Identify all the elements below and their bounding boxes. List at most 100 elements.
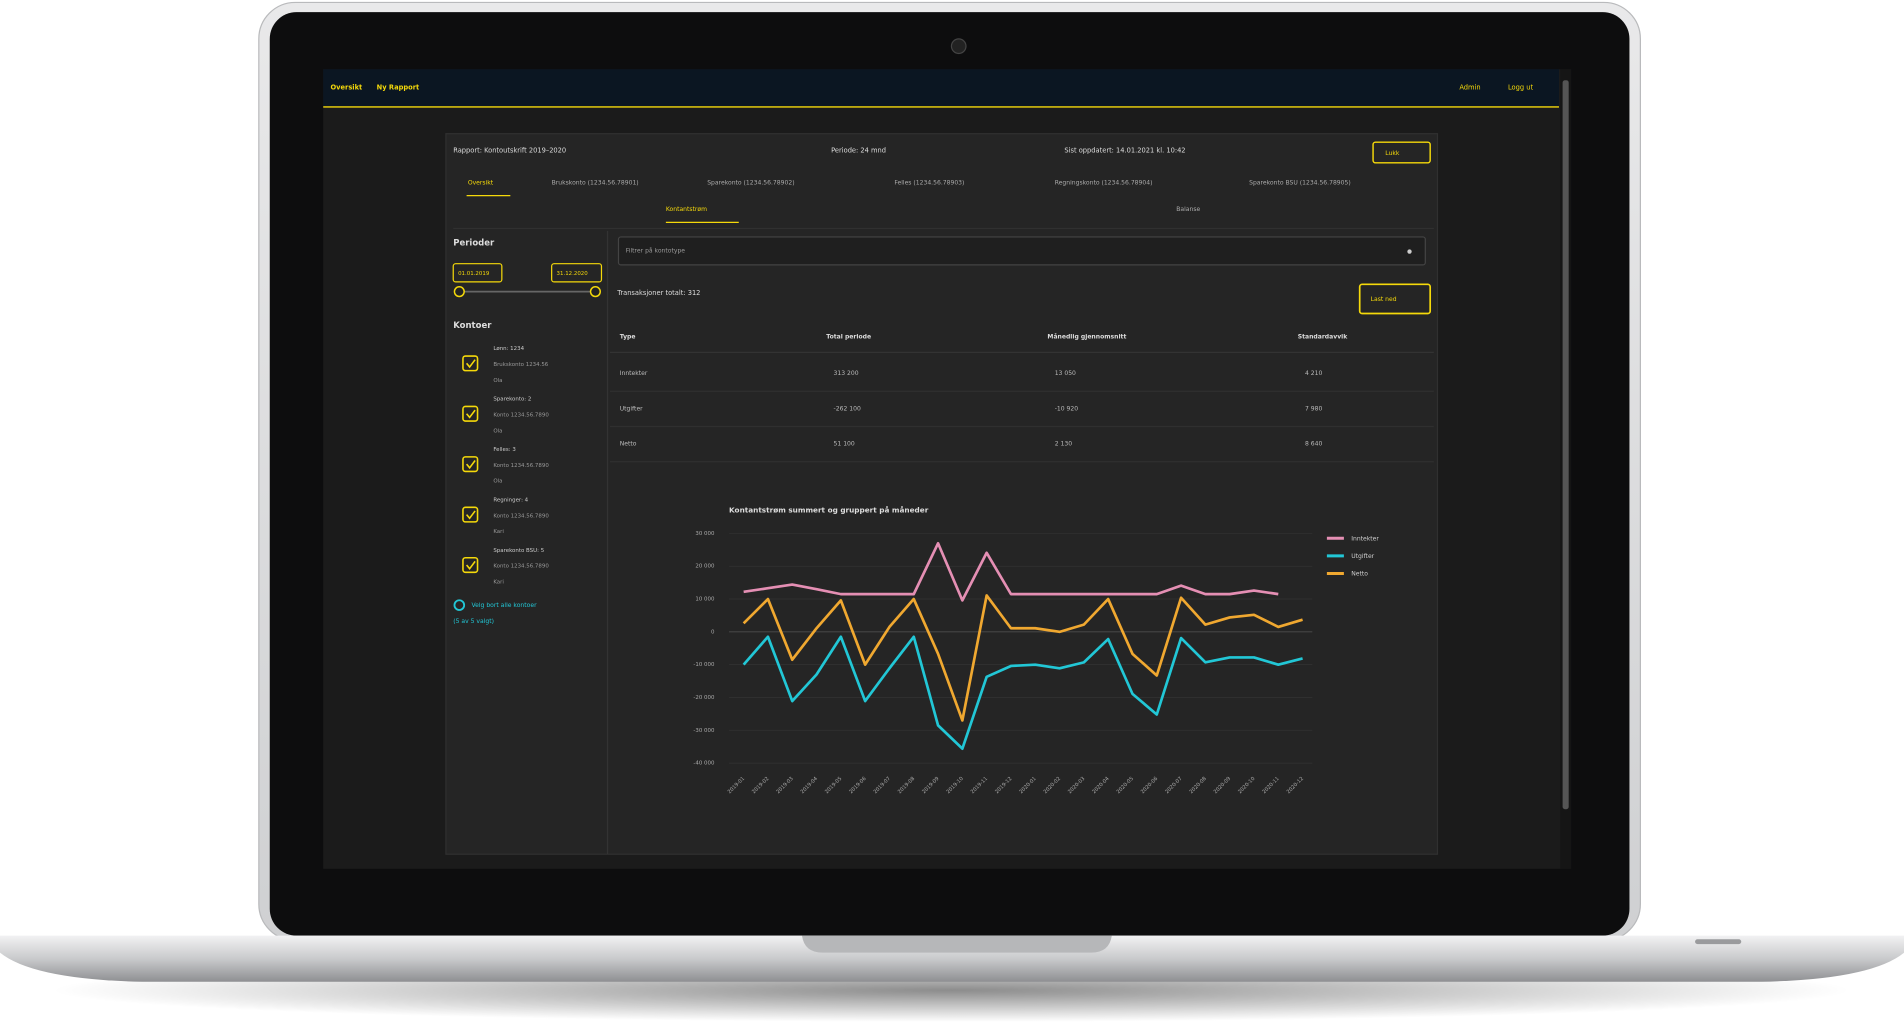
slider-handle[interactable] [589, 286, 601, 298]
table-header: Standardavvik [1298, 334, 1349, 341]
select-all[interactable]: (5 av 5 valgt) [453, 618, 494, 625]
checkbox[interactable] [462, 556, 479, 574]
line-series [743, 541, 1279, 602]
dashboard: Oversikt Ny Rapport Admin Logg ut Rapport: K… [323, 69, 1572, 869]
checkmark [465, 560, 476, 570]
account-label: Sparekonto BSU: 5 [493, 548, 544, 554]
account-label: Ola [493, 428, 502, 434]
report-name: Rapport: Kontoutskrift 2019–2020 [453, 147, 566, 155]
download-button[interactable] [1358, 283, 1432, 315]
y-tick-label: 10 000 [695, 597, 715, 603]
tab[interactable]: Oversikt [468, 179, 494, 186]
line-series [742, 635, 1303, 750]
tab[interactable]: Felles (1234.56.78903) [894, 179, 964, 186]
table-cell: -262 100 [834, 405, 861, 412]
account-label: Felles: 3 [493, 447, 516, 453]
close-button-label: Lukk [1385, 150, 1400, 157]
report-period: Periode: 24 mnd [831, 147, 886, 155]
y-tick-label: -30 000 [693, 728, 715, 734]
checkbox[interactable] [462, 405, 479, 422]
report-updated: Sist oppdatert: 14.01.2021 kl. 10:42 [1064, 147, 1185, 155]
y-tick-label: -40 000 [693, 761, 715, 767]
checkmark [465, 409, 476, 419]
notch [801, 935, 1112, 953]
select-all-icon[interactable] [453, 599, 466, 611]
checkbox[interactable] [462, 456, 479, 473]
table-header: Månedlig gjennomsnitt [1047, 332, 1126, 341]
nav-link[interactable]: Ny Rapport [377, 83, 420, 91]
tab[interactable]: Regningskonto (1234.56.78904) [1055, 179, 1153, 186]
nav-link[interactable]: Admin [1459, 83, 1480, 91]
y-tick-label: 20 000 [695, 564, 715, 570]
table-cell: Netto [620, 441, 637, 448]
account-label: Konto 1234.56.7890 [493, 463, 549, 469]
y-tick-label: -20 000 [693, 695, 715, 701]
indicator [1695, 939, 1742, 945]
date-from: 01.01.2019 [458, 271, 490, 277]
close-button[interactable] [1372, 141, 1431, 164]
y-tick-label: 0 [711, 629, 715, 635]
account-label: Konto 1234.56.7890 [493, 564, 549, 570]
laptop-base [0, 935, 1904, 982]
legend-label: Netto [1351, 571, 1368, 578]
account-label: Ola [493, 479, 502, 485]
y-tick-label: 30 000 [695, 531, 715, 537]
table-cell: 51 100 [834, 441, 855, 448]
date-chip [452, 263, 503, 283]
checkmark [465, 510, 476, 520]
nav-link[interactable]: Logg ut [1508, 83, 1534, 91]
table-cell: 13 050 [1055, 370, 1076, 377]
account-label: Regninger: 4 [493, 498, 528, 504]
table-cell: 313 200 [834, 370, 859, 377]
chart-title: Kontantstrøm summert og gruppert på måne… [729, 505, 929, 514]
account-label: Sparekonto: 2 [493, 397, 531, 403]
tab[interactable]: Sparekonto BSU (1234.56.78905) [1249, 179, 1351, 186]
table-cell: -10 920 [1055, 405, 1079, 412]
section-title: Perioder [453, 239, 495, 249]
account-label: Konto 1234.56.7890 [493, 513, 549, 519]
nav-link[interactable]: Oversikt [331, 83, 364, 91]
section-title: Kontoer [453, 321, 492, 331]
table-header: Total periode [826, 334, 871, 341]
y-tick-label: -10 000 [693, 662, 715, 668]
tab[interactable]: Brukskonto (1234.56.78901) [552, 179, 639, 186]
slider-handle[interactable] [453, 286, 465, 298]
select-all[interactable]: Velg bort alle kontoer [471, 602, 537, 609]
line-series [742, 594, 1303, 722]
filter-placeholder: Filtrer på kontotype [626, 245, 686, 254]
checkmark [465, 460, 476, 470]
date-to: 31.12.2020 [557, 271, 589, 277]
date-chip [551, 263, 603, 283]
camera [950, 38, 967, 55]
account-label: Ola [493, 378, 502, 384]
table-cell: Utgifter [620, 405, 643, 412]
account-label: Lønn: 1234 [493, 346, 524, 352]
scrollbar-thumb [1562, 80, 1569, 810]
table-cell: 7 980 [1305, 405, 1322, 412]
table-cell: Inntekter [620, 370, 648, 377]
table-header: Type [620, 334, 636, 341]
filter-input[interactable] [617, 236, 1426, 266]
checkbox[interactable] [462, 355, 479, 372]
filter-icon [1407, 249, 1412, 254]
legend-label: Inntekter [1351, 535, 1379, 542]
table-cell: 4 210 [1305, 370, 1322, 377]
subtab[interactable]: Kontantstrøm [666, 206, 707, 213]
account-label: Kari [493, 529, 504, 535]
download-label: Last ned [1371, 296, 1397, 303]
transactions-count: Transaksjoner totalt: 312 [616, 289, 700, 297]
checkbox[interactable] [462, 506, 479, 523]
table-cell: 2 130 [1055, 441, 1072, 448]
navbar [323, 69, 1559, 107]
tab[interactable]: Sparekonto (1234.56.78902) [707, 179, 794, 186]
table-cell: 8 640 [1305, 441, 1322, 448]
legend-label: Utgifter [1351, 553, 1374, 560]
account-label: Brukskonto 1234.56 [493, 362, 548, 368]
checkmark [465, 359, 476, 369]
subtab[interactable]: Balanse [1176, 206, 1200, 213]
account-label: Konto 1234.56.7890 [493, 412, 549, 418]
account-label: Kari [493, 580, 504, 586]
